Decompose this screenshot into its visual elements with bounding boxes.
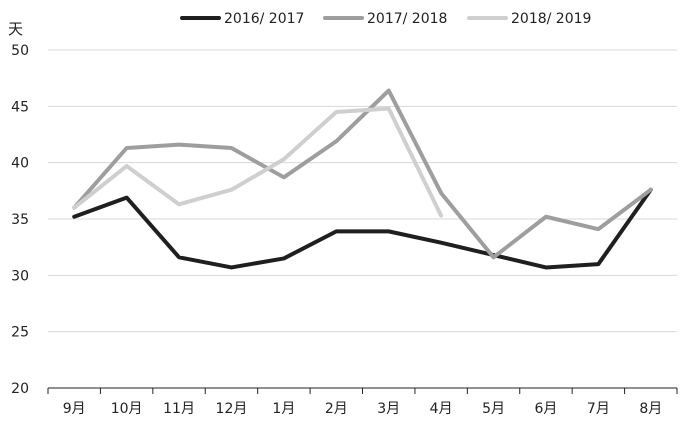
series-line	[72, 88, 653, 260]
y-tick-label: 50	[11, 43, 29, 59]
x-tick-label: 9月	[63, 401, 86, 417]
x-tick-label: 6月	[534, 401, 557, 417]
y-tick-label: 35	[11, 212, 29, 228]
grid-lines	[48, 49, 677, 333]
x-tick-label: 8月	[639, 401, 662, 417]
x-tick-label: 1月	[272, 401, 295, 417]
x-tick-label: 3月	[377, 401, 400, 417]
y-tick-label: 45	[11, 99, 29, 115]
y-tick-label: 20	[11, 381, 29, 397]
series-line	[72, 106, 444, 218]
series-lines	[72, 88, 653, 270]
y-axis-unit-label: 天	[8, 20, 23, 38]
x-tick-label: 10月	[111, 401, 143, 417]
y-tick-label: 40	[11, 156, 29, 172]
x-tick-label: 11月	[163, 401, 195, 417]
x-tick-label: 2月	[325, 401, 348, 417]
legend: 2016/ 2017 2017/ 2018 2018/ 2019	[180, 11, 591, 27]
x-tick-label: 7月	[587, 401, 610, 417]
legend-label: 2017/ 2018	[367, 11, 447, 27]
y-tick-label: 25	[11, 325, 29, 341]
y-tick-label: 30	[11, 268, 29, 284]
legend-label: 2018/ 2019	[511, 11, 591, 27]
x-tick-label: 4月	[430, 401, 453, 417]
series-line	[72, 187, 653, 270]
axes: 20 25 30 35 40 45 50 9月 10月 11月 12月 1月 2月 3月 4月 5月 6月 7月 8…	[11, 43, 678, 417]
x-tick-label: 5月	[482, 401, 505, 417]
legend-label: 2016/ 2017	[224, 11, 304, 27]
x-tick-label: 12月	[216, 401, 248, 417]
